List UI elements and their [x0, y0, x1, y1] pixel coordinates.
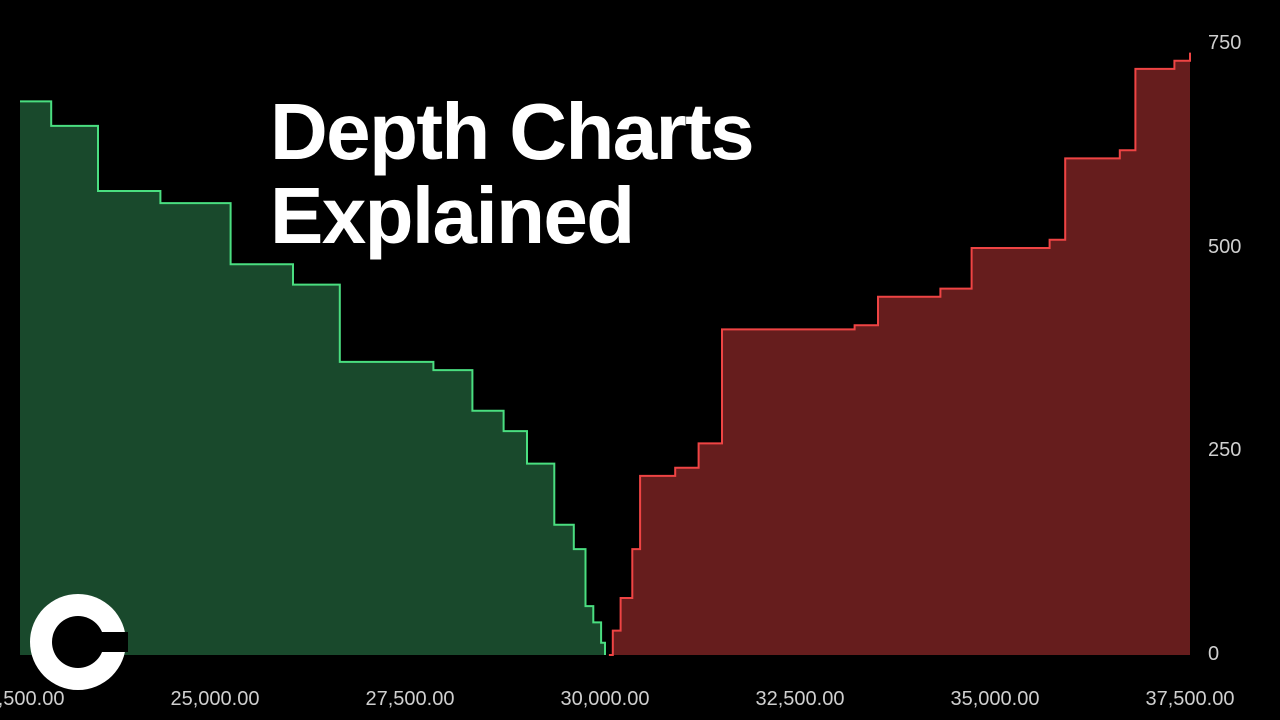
chart-title: Depth Charts Explained — [270, 90, 753, 258]
y-tick-label: 750 — [1208, 32, 1241, 55]
y-tick-label: 500 — [1208, 236, 1241, 259]
x-tick-label: 37,500.00 — [1146, 688, 1235, 711]
x-tick-label: 27,500.00 — [366, 688, 455, 711]
y-tick-label: 250 — [1208, 439, 1241, 462]
y-tick-label: 0 — [1208, 643, 1219, 666]
title-line-2: Explained — [270, 174, 753, 258]
x-tick-label: 30,000.00 — [561, 688, 650, 711]
x-tick-label: 25,000.00 — [171, 688, 260, 711]
x-tick-label: 32,500.00 — [756, 688, 845, 711]
coinbase-logo-icon — [28, 592, 128, 692]
title-line-1: Depth Charts — [270, 90, 753, 174]
x-tick-label: 35,000.00 — [951, 688, 1040, 711]
